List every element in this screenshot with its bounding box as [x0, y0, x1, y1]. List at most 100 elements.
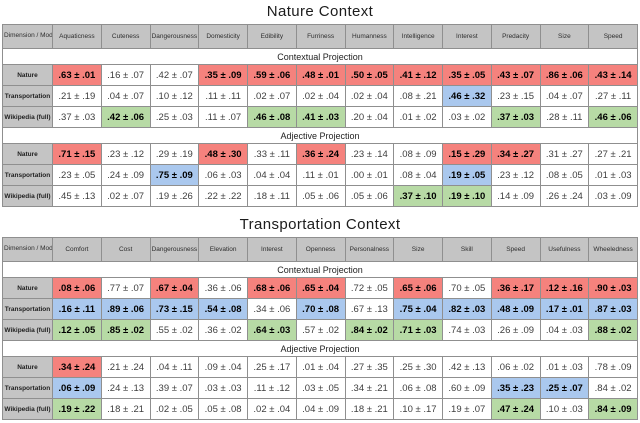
section-row: Adjective Projection: [2, 127, 638, 144]
value-cell: .60 ± .09: [442, 377, 492, 399]
value-cell: .01 ± .03: [588, 164, 638, 186]
column-header: Skill: [442, 237, 492, 262]
value-cell: .77 ± .07: [100, 277, 151, 299]
value-cell: .02 ± .07: [247, 85, 297, 107]
value-cell: .05 ± .06: [344, 185, 395, 207]
row-label: Transportation: [2, 298, 53, 320]
value-cell: .14 ± .09: [490, 185, 541, 207]
value-cell: .24 ± .09: [100, 164, 151, 186]
value-cell: .10 ± .17: [393, 398, 443, 420]
value-cell: .48 ± .01: [295, 64, 346, 86]
column-header: Speed: [490, 237, 541, 262]
value-cell: .35 ± .23: [490, 377, 541, 399]
value-cell: .02 ± .04: [295, 85, 346, 107]
column-header: Interest: [442, 24, 492, 49]
column-header: Comfort: [52, 237, 102, 262]
value-cell: .36 ± .24: [295, 143, 346, 165]
value-cell: .43 ± .07: [490, 64, 541, 86]
value-cell: .22 ± .22: [198, 185, 248, 207]
value-cell: .24 ± .13: [100, 377, 151, 399]
value-cell: .08 ± .21: [393, 85, 443, 107]
value-cell: .27 ± .21: [588, 143, 638, 165]
row-label: Wikipedia (full): [2, 106, 53, 128]
column-header: Aquaticness: [52, 24, 102, 49]
value-cell: .46 ± .08: [247, 106, 297, 128]
value-cell: .02 ± .04: [247, 398, 297, 420]
table-row: Transportation .21 ± .19.04 ± .07.10 ± .1…: [2, 85, 638, 107]
value-cell: .34 ± .06: [247, 298, 297, 320]
column-header: Elevation: [198, 237, 248, 262]
value-cell: .11 ± .07: [198, 106, 248, 128]
value-cell: .84 ± .09: [588, 398, 638, 420]
value-cell: .63 ± .01: [52, 64, 102, 86]
column-header: Interest: [247, 237, 297, 262]
value-cell: .50 ± .05: [344, 64, 395, 86]
value-cell: .08 ± .06: [52, 277, 102, 299]
header-row: Dimension / Model Comfort Cost Dangerousnes…: [2, 237, 638, 262]
value-cell: .23 ± .12: [100, 143, 151, 165]
value-cell: .89 ± .06: [100, 298, 151, 320]
value-cell: .72 ± .05: [344, 277, 395, 299]
section-label: Adjective Projection: [2, 127, 638, 144]
value-cell: .20 ± .04: [344, 106, 395, 128]
value-cell: .84 ± .02: [588, 377, 638, 399]
value-cell: .65 ± .06: [393, 277, 443, 299]
column-header: Speed: [588, 24, 638, 49]
value-cell: .57 ± .02: [295, 319, 346, 341]
value-cell: .21 ± .19: [52, 85, 102, 107]
value-cell: .26 ± .09: [490, 319, 541, 341]
column-header: Personalness: [344, 237, 395, 262]
column-header: Cuteness: [100, 24, 151, 49]
value-cell: .36 ± .06: [198, 277, 248, 299]
row-label: Nature: [2, 64, 53, 86]
nature-context-section: Nature Context Dimension / Model Aquaticn…: [0, 0, 640, 207]
value-cell: .18 ± .21: [344, 398, 395, 420]
table-row: Transportation .06 ± .09.24 ± .13.39 ± .0…: [2, 377, 638, 399]
value-cell: .70 ± .08: [295, 298, 346, 320]
column-header: Dangerousness: [149, 237, 200, 262]
value-cell: .55 ± .02: [149, 319, 200, 341]
value-cell: .03 ± .05: [295, 377, 346, 399]
value-cell: .17 ± .01: [539, 298, 590, 320]
value-cell: .02 ± .07: [100, 185, 151, 207]
column-header: Intelligence: [393, 24, 443, 49]
value-cell: .19 ± .10: [442, 185, 492, 207]
table-row: Nature .34 ± .24.21 ± .24.04 ± .11.09 ± .…: [2, 356, 638, 378]
value-cell: .46 ± .32: [442, 85, 492, 107]
value-cell: .19 ± .26: [149, 185, 200, 207]
value-cell: .06 ± .08: [393, 377, 443, 399]
value-cell: .39 ± .07: [149, 377, 200, 399]
nature-context-table: Dimension / Model Aquaticness Cuteness Dang…: [2, 24, 638, 207]
value-cell: .73 ± .15: [149, 298, 200, 320]
value-cell: .02 ± .05: [149, 398, 200, 420]
value-cell: .12 ± .05: [52, 319, 102, 341]
value-cell: .10 ± .03: [539, 398, 590, 420]
transportation-context-title: Transportation Context: [239, 216, 401, 233]
value-cell: .23 ± .05: [52, 164, 102, 186]
value-cell: .04 ± .07: [539, 85, 590, 107]
value-cell: .75 ± .04: [393, 298, 443, 320]
value-cell: .29 ± .19: [149, 143, 200, 165]
value-cell: .11 ± .01: [295, 164, 346, 186]
value-cell: .25 ± .30: [393, 356, 443, 378]
value-cell: .26 ± .24: [539, 185, 590, 207]
value-cell: .18 ± .21: [100, 398, 151, 420]
column-header: Domesticity: [198, 24, 248, 49]
value-cell: .01 ± .03: [539, 356, 590, 378]
value-cell: .25 ± .17: [247, 356, 297, 378]
value-cell: .88 ± .02: [588, 319, 638, 341]
section-label: Adjective Projection: [2, 340, 638, 357]
column-header: Predacity: [490, 24, 541, 49]
value-cell: .42 ± .13: [442, 356, 492, 378]
row-label: Transportation: [2, 164, 53, 186]
nature-context-title: Nature Context: [266, 3, 374, 20]
value-cell: .09 ± .04: [198, 356, 248, 378]
value-cell: .23 ± .14: [344, 143, 395, 165]
value-cell: .04 ± .04: [247, 164, 297, 186]
value-cell: .01 ± .02: [393, 106, 443, 128]
transportation-context-table: Dimension / Model Comfort Cost Dangerousnes…: [2, 237, 638, 420]
value-cell: .27 ± .11: [588, 85, 638, 107]
value-cell: .34 ± .27: [490, 143, 541, 165]
value-cell: .64 ± .03: [247, 319, 297, 341]
transportation-context-section: Transportation Context Dimension / Model…: [0, 207, 640, 420]
